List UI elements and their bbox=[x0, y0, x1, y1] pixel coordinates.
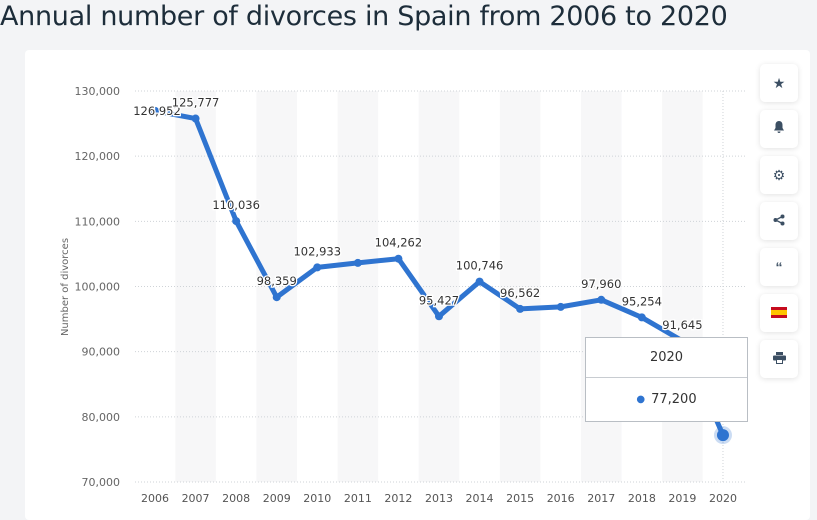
y-tick-label: 120,000 bbox=[75, 150, 121, 163]
column-band bbox=[499, 91, 541, 482]
x-tick-label: 2020 bbox=[709, 492, 737, 505]
x-tick-label: 2007 bbox=[182, 492, 210, 505]
y-tick-label: 90,000 bbox=[82, 346, 121, 359]
x-tick-label: 2018 bbox=[628, 492, 656, 505]
x-tick-label: 2013 bbox=[425, 492, 453, 505]
data-label: 95,254 bbox=[622, 294, 662, 308]
x-tick-label: 2011 bbox=[344, 492, 372, 505]
data-point bbox=[313, 263, 322, 272]
tooltip: 2020 ● 77,200 bbox=[585, 337, 748, 422]
data-point bbox=[475, 277, 484, 286]
data-label: 100,746 bbox=[456, 259, 504, 273]
x-tick-label: 2019 bbox=[668, 492, 696, 505]
data-point bbox=[516, 304, 525, 313]
y-tick-label: 110,000 bbox=[75, 215, 121, 228]
data-point bbox=[597, 295, 606, 304]
data-point bbox=[556, 302, 565, 311]
data-point bbox=[191, 114, 200, 123]
y-tick-label: 80,000 bbox=[82, 411, 121, 424]
x-tick-label: 2010 bbox=[303, 492, 331, 505]
notification-button[interactable] bbox=[760, 110, 798, 148]
x-tick-label: 2016 bbox=[547, 492, 575, 505]
y-tick-label: 70,000 bbox=[82, 476, 121, 489]
x-tick-label: 2006 bbox=[141, 492, 169, 505]
data-label: 125,777 bbox=[172, 96, 220, 110]
data-point bbox=[716, 429, 729, 442]
y-axis-label: Number of divorces bbox=[60, 238, 71, 336]
data-point bbox=[353, 258, 362, 267]
series-dot-icon: ● bbox=[636, 394, 646, 405]
tooltip-value: 77,200 bbox=[651, 392, 697, 407]
data-label: 110,036 bbox=[212, 198, 260, 212]
page-title: Annual number of divorces in Spain from … bbox=[0, 1, 728, 32]
data-label: 95,427 bbox=[419, 293, 459, 307]
data-point bbox=[637, 313, 646, 322]
data-label: 91,645 bbox=[662, 318, 702, 332]
x-tick-label: 2014 bbox=[466, 492, 494, 505]
data-point bbox=[272, 293, 281, 302]
star-icon: ★ bbox=[772, 74, 786, 91]
x-tick-label: 2009 bbox=[263, 492, 291, 505]
data-point bbox=[151, 106, 159, 115]
data-label: 102,933 bbox=[293, 244, 341, 258]
data-label: 104,262 bbox=[375, 236, 423, 250]
data-point bbox=[394, 254, 403, 263]
gear-icon: ⚙ bbox=[772, 166, 786, 183]
spain-flag-icon bbox=[771, 305, 787, 321]
x-tick-label: 2015 bbox=[506, 492, 534, 505]
x-tick-label: 2017 bbox=[587, 492, 615, 505]
settings-button[interactable]: ⚙ bbox=[760, 156, 798, 194]
data-label: 98,359 bbox=[257, 274, 297, 288]
print-button[interactable] bbox=[760, 340, 798, 378]
data-label: 126,952 bbox=[133, 104, 181, 118]
share-button[interactable] bbox=[760, 202, 798, 240]
data-point bbox=[434, 312, 443, 321]
data-label: 96,562 bbox=[500, 286, 540, 300]
x-tick-label: 2008 bbox=[222, 492, 250, 505]
data-label: 97,960 bbox=[581, 277, 621, 291]
bell-icon bbox=[773, 121, 785, 137]
y-tick-label: 100,000 bbox=[75, 281, 121, 294]
x-tick-label: 2012 bbox=[384, 492, 412, 505]
data-point bbox=[232, 217, 241, 226]
tooltip-year: 2020 bbox=[586, 338, 747, 378]
y-tick-label: 130,000 bbox=[75, 85, 121, 98]
share-icon bbox=[773, 213, 785, 229]
quote-icon: “ bbox=[775, 259, 783, 275]
favorite-button[interactable]: ★ bbox=[760, 64, 798, 102]
region-button[interactable] bbox=[760, 294, 798, 332]
print-icon bbox=[772, 351, 786, 367]
cite-button[interactable]: “ bbox=[760, 248, 798, 286]
